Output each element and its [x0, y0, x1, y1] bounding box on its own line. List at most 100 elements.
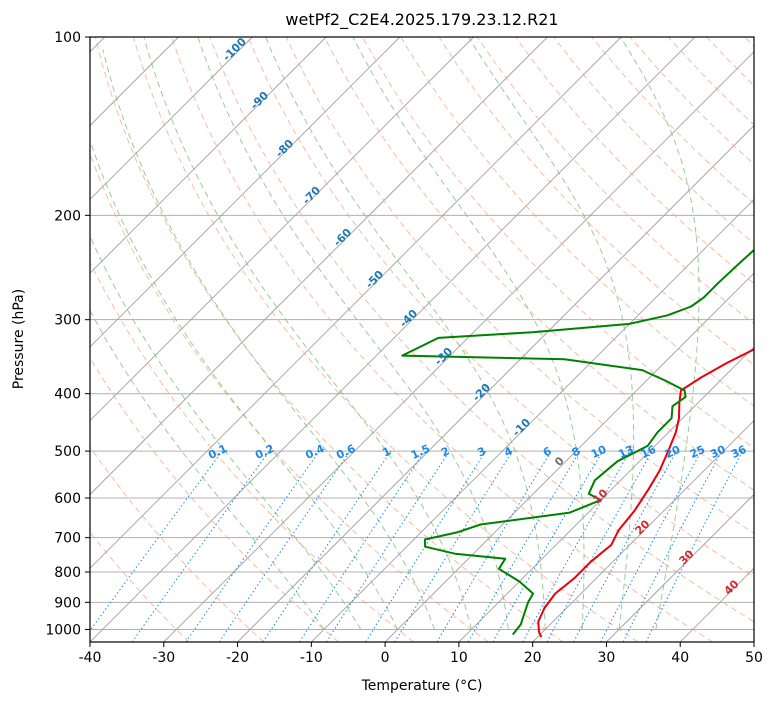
- mixing-ratio-label: 36: [729, 443, 749, 461]
- dry-adiabat-label: 20: [633, 517, 653, 537]
- isotherm-line: [90, 37, 622, 569]
- mixing-ratio-label: 3: [475, 444, 487, 459]
- mixing-ratio-label: 20: [663, 443, 683, 461]
- dry-adiabat-line: [629, 37, 754, 165]
- dry-adiabat-label: 40: [722, 577, 742, 597]
- isotherm-line: [90, 37, 696, 642]
- x-tick-label: 20: [524, 650, 542, 666]
- isotherm-line: [606, 493, 754, 642]
- isotherm-line: [311, 198, 754, 642]
- mixing-ratio-line: [131, 450, 270, 642]
- mixing-ratio-line: [299, 450, 426, 642]
- isotherm-label: -10: [510, 416, 533, 439]
- isotherm-label: -80: [273, 137, 296, 160]
- x-tick-label: -30: [152, 650, 175, 666]
- isotherm-line: [679, 567, 754, 642]
- mixing-ratio-label: 10: [589, 443, 609, 461]
- dry-adiabat-label: 30: [677, 547, 697, 567]
- y-tick-label: 800: [54, 565, 81, 581]
- chart-title: wetPf2_C2E4.2025.179.23.12.R21: [285, 10, 559, 29]
- dry-adiabat-line: [90, 152, 489, 642]
- isotherm-label: -70: [300, 184, 323, 207]
- dry-adiabat-line: [323, 37, 754, 491]
- isotherm-line: [384, 272, 754, 642]
- mixing-ratio-label: 0.4: [303, 442, 326, 462]
- moist-adiabat-line: [265, 37, 546, 630]
- data-series: [401, 248, 754, 638]
- y-tick-label: 400: [54, 387, 81, 403]
- dry-adiabat-line: [744, 37, 754, 47]
- x-tick-label: 10: [450, 650, 468, 666]
- y-tick-label: 700: [54, 531, 81, 547]
- isotherm-line: [90, 37, 548, 496]
- mixing-ratio-label: 13: [616, 443, 635, 461]
- y-tick-label: 300: [54, 313, 81, 329]
- dry-adiabat-line: [90, 356, 339, 642]
- dry-adiabat-line: [362, 37, 754, 449]
- isotherm-line: [90, 37, 474, 422]
- mixing-ratio-label: 0.6: [334, 442, 357, 462]
- dry-adiabat-line: [476, 37, 754, 325]
- x-tick-label: -40: [79, 650, 102, 666]
- x-tick-label: 50: [745, 650, 763, 666]
- mixing-ratio-line: [573, 450, 677, 642]
- mixing-ratio-line: [394, 450, 513, 642]
- dry-adiabat-line: [90, 260, 414, 642]
- moist-adiabat-line: [468, 37, 635, 630]
- isotherm-line: [0, 37, 31, 642]
- dry-adiabat-line: [247, 37, 754, 578]
- isotherm-line: [90, 37, 327, 274]
- mixing-ratio-line: [600, 450, 702, 642]
- isotherm-label: -60: [331, 226, 354, 249]
- isotherm-label: -30: [432, 345, 455, 368]
- isotherm-label: 0: [552, 454, 567, 469]
- moist-adiabat-line: [352, 37, 585, 630]
- mixing-ratio-line: [262, 450, 392, 642]
- mixing-ratio-label: 6: [541, 444, 554, 459]
- y-tick-label: 1000: [45, 622, 81, 638]
- dry-adiabat-line: [90, 531, 190, 642]
- dry-adiabat-line: [132, 37, 639, 642]
- dry-adiabat-line: [209, 37, 754, 623]
- temperature-profile-line: [537, 348, 754, 638]
- dry-adiabat-line: [90, 446, 265, 642]
- isotherm-label: -40: [397, 307, 420, 330]
- dry-adiabat-line: [706, 37, 754, 87]
- mixing-ratio-label: 4: [502, 444, 515, 459]
- mixing-ratio-label: 1.5: [409, 442, 432, 462]
- dry-adiabat-line: [94, 37, 564, 642]
- x-tick-label: 0: [381, 650, 390, 666]
- isotherm-line: [753, 641, 754, 642]
- isotherm-line: [90, 37, 253, 200]
- x-tick-label: -20: [226, 650, 249, 666]
- dry-adiabat-line: [438, 37, 754, 366]
- axes: -40 -30 -20 -10 0 10 20 30 40 5010020030040050060…: [45, 30, 763, 666]
- mixing-ratio-line: [546, 450, 653, 642]
- mixing-ratio-label: 25: [688, 443, 707, 461]
- dewpoint-profile-line: [401, 248, 754, 636]
- x-tick-label: -10: [300, 650, 323, 666]
- isotherm-line: [458, 346, 754, 642]
- mixing-ratio-line: [436, 450, 552, 642]
- isotherm-label: -90: [248, 89, 271, 112]
- mixing-ratio-label: 2: [439, 445, 451, 460]
- moist-adiabat-line: [90, 235, 362, 630]
- dry-adiabat-line: [515, 37, 754, 285]
- moist-adiabat-line: [197, 37, 509, 630]
- y-tick-label: 100: [54, 30, 81, 46]
- x-tick-label: 40: [671, 650, 689, 666]
- mixing-ratio-label: 16: [639, 443, 659, 461]
- moist-adiabat-line: [102, 49, 436, 630]
- mixing-ratio-line: [218, 450, 351, 642]
- dry-adiabat-line: [285, 37, 754, 535]
- isotherm-line: [90, 37, 106, 53]
- dry-adiabat-line: [171, 37, 713, 642]
- mixing-ratio-label: 0.1: [206, 442, 229, 462]
- isotherm-label: -50: [363, 268, 386, 291]
- isotherm-label: -100: [220, 35, 249, 64]
- mixing-ratio-line: [645, 450, 743, 642]
- isotherm-line: [163, 51, 754, 642]
- mixing-ratio-line: [90, 450, 223, 632]
- y-tick-label: 900: [54, 595, 81, 611]
